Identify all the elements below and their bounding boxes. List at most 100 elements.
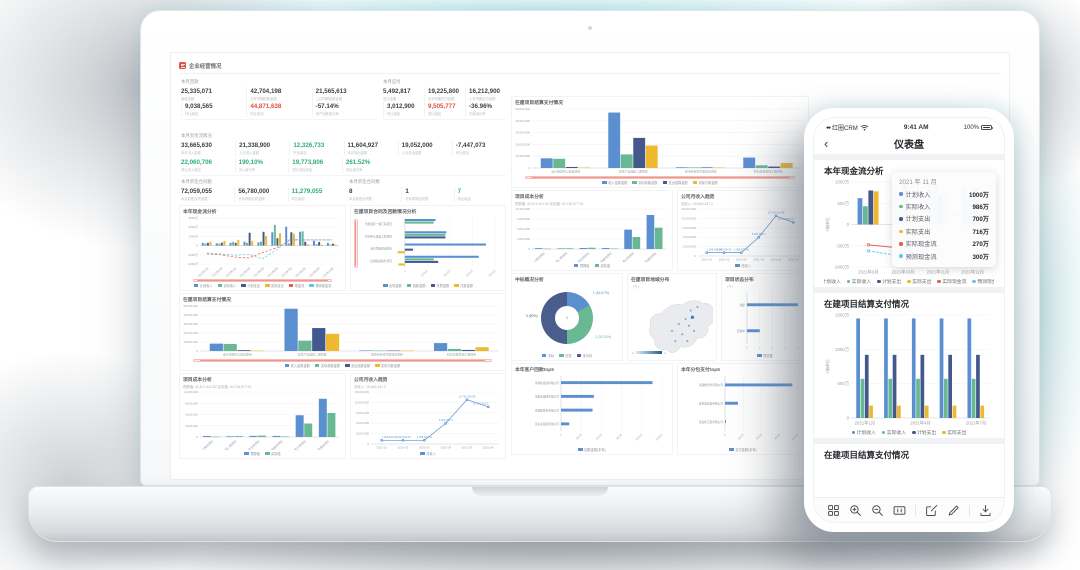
axis-label: 安置房建设项目	[639, 250, 657, 262]
chart-cashflow-analysis[interactable]: 本年现金流分析 3000万 2000万 1000万 0 -1000万 -2000万 2021年…	[179, 205, 346, 291]
legend-item[interactable]: 计划支出	[912, 429, 936, 436]
legend-item[interactable]: 回款金额	[406, 283, 426, 288]
bar	[237, 350, 251, 351]
legend-item[interactable]: 支出结算金额	[662, 180, 688, 185]
chart-region-map[interactable]: 在建项目地域分布 （个） 0 4	[627, 273, 717, 361]
legend-item[interactable]: 计划收入	[851, 429, 876, 436]
chart-canvas[interactable]: 12,000,000 9,000,000 6,000,000 3,000,000 0 研发…	[515, 206, 669, 270]
kpi-label: 去年同期回款金额	[250, 97, 277, 101]
back-button[interactable]: ‹	[824, 136, 829, 151]
kpi-label: 环比增加	[293, 151, 307, 155]
legend-item[interactable]: 预测现金流	[309, 283, 331, 288]
datazoom-slider[interactable]	[193, 278, 332, 282]
phone-chart-card[interactable]: 1500万 1000万 500万 0 2021年1月 2021年4月 2021年7月 Y轴单位…	[824, 312, 994, 436]
legend-item[interactable]: 在投	[559, 353, 572, 358]
chart-canvas[interactable]: 0 1 2 3 4 在建 结算中	[725, 289, 805, 352]
chart-canvas[interactable]: 15,000,000 12,000,000 9,000,000 6,000,000 3,…	[354, 389, 502, 450]
legend-item[interactable]: 付款金额	[454, 283, 473, 288]
edit-icon[interactable]	[947, 504, 960, 517]
legend-item[interactable]: 现金流	[288, 283, 304, 288]
legend-item[interactable]: 实际值	[265, 451, 281, 456]
legend-item[interactable]: 项目数	[757, 353, 773, 358]
legend-item[interactable]: 实际支出	[942, 429, 966, 436]
legend-item[interactable]: 预算值	[573, 263, 590, 268]
kpi-grid: 22,060,706 同比流入增加 190.10% 流入增长率 19,773,806 同比…	[181, 158, 396, 173]
chart-contract-payment-analysis[interactable]: 在建项目合同及回款情况分析 0 2000万 4000万 6000万 8000万 智慧园区一期…	[350, 205, 506, 291]
chart-subtitle: （个）	[631, 285, 642, 289]
datazoom-slider[interactable]	[193, 358, 492, 362]
legend-label: 支付金额(本年)	[735, 448, 757, 452]
legend-item[interactable]: 实际收入	[217, 283, 236, 288]
legend-item[interactable]: 实际付款金额	[375, 363, 400, 368]
series-dot-icon	[899, 217, 903, 221]
zoom-out-icon[interactable]	[871, 504, 884, 517]
axis-label: 设计研发中心建设项目	[223, 352, 252, 357]
chart-project-cost-left[interactable]: 项目成本分析 预算值: 41,671,441.52 实际值: 40,716,577…	[179, 373, 346, 459]
legend-item[interactable]: 收入结算金额	[602, 180, 627, 185]
legend-item[interactable]: 月收入	[735, 263, 751, 268]
icon-stroke	[827, 504, 833, 510]
legend-item[interactable]: 支付金额(本年)	[729, 447, 757, 452]
legend-item[interactable]: 实际支出	[265, 283, 284, 288]
chart-canvas[interactable]: 3000万 2000万 1000万 0 -1000万 -2000万 2021年1月 2021年…	[183, 215, 342, 280]
chart-canvas[interactable]: 50,000,000 40,000,000 30,000,000 20,000,000…	[183, 303, 502, 357]
chart-customer-top5[interactable]: 本年客户回款top5 0 300万 600万 900万 1200万 1500万 某科技发展有限…	[511, 363, 673, 455]
legend-label: 月收入	[426, 452, 436, 456]
legend-item[interactable]: 预测现金流	[972, 278, 994, 285]
kpi-cell: 22,060,706 同比流入增加	[181, 158, 235, 173]
bar	[447, 348, 462, 351]
download-icon[interactable]	[979, 504, 992, 517]
chart-project-status[interactable]: 项目状态分布 （个） 0 1 2 3 4 在建 结算中 项目数	[721, 273, 809, 361]
phone-settlement-chart[interactable]: 1500万 1000万 500万 0 2021年1月 2021年4月 2021年7月 Y轴单位…	[824, 312, 994, 436]
legend-item[interactable]: 实际收入	[846, 278, 871, 285]
legend-item[interactable]: 实际收入	[881, 429, 906, 436]
legend-item[interactable]: 开票金额	[430, 283, 449, 288]
chart-canvas[interactable]: 1500万 1000万 500万 0 2021年1月 2021年4月 2021年7月 Y轴单位	[824, 312, 994, 427]
legend-item[interactable]: 合同金额	[383, 283, 402, 288]
legend-item[interactable]: 计划收入	[193, 283, 213, 288]
legend-item[interactable]: 收入结算金额	[284, 363, 310, 368]
map-point	[670, 329, 674, 332]
datazoom-slider[interactable]	[525, 175, 795, 179]
legend-item[interactable]: 预算值	[244, 451, 260, 456]
legend-item[interactable]: 月收入	[420, 451, 436, 456]
chart-canvas[interactable]: 15,000,000 12,000,000 9,000,000 6,000,000 3,…	[681, 206, 805, 262]
chart-settlement-payment-left[interactable]: 在建项目结算支付情况 50,000,000 40,000,000 30,000,000…	[179, 293, 506, 371]
legend-item[interactable]: 实际支出	[907, 278, 931, 285]
legend-item[interactable]: 实际现金流	[937, 278, 966, 285]
chart-settlement-payment-mid[interactable]: 在建项目结算支付情况 50,000,000 40,000,000 30,000,000…	[511, 96, 809, 188]
kpi-value: 9,505,777	[428, 103, 456, 110]
zoom-in-icon[interactable]	[849, 504, 862, 517]
legend-label: 实际现金流	[942, 280, 967, 285]
chart-monthly-income-mid[interactable]: 公司月收入趋势 总收入: 15,843,437.2 15,000,000 12,000…	[677, 190, 809, 271]
chart-canvas[interactable]: 6 1 (16.67%) 2 (33.33%) 3 (50%)	[515, 283, 619, 352]
compose-icon[interactable]	[925, 504, 938, 517]
chart-monthly-income-left[interactable]: 公司月收入趋势 总收入: 15,843,437.2 15,000,000 12,000…	[350, 373, 506, 459]
chart-canvas[interactable]: 12,000,000 9,000,000 6,000,000 3,000,000 0 研发…	[183, 389, 342, 458]
legend-item[interactable]: 未中标	[576, 353, 592, 358]
legend-item[interactable]: 中标	[541, 353, 554, 358]
grid-icon[interactable]	[827, 504, 840, 517]
legend-item[interactable]: 支出结算金额	[345, 363, 370, 368]
chart-bid-overview-donut[interactable]: 中标概况分析 6 1 (16.67%) 2 (33.33%) 3 (50%) 中标 在投 未中…	[511, 273, 623, 361]
chart-canvas[interactable]: 0 2000万 4000万 6000万 8000万 智慧园区一期工程项目 科创中心建设工程项…	[354, 215, 502, 282]
legend-item[interactable]: 计划支出	[877, 278, 901, 285]
chart-canvas[interactable]: 50,000,000 40,000,000 30,000,000 20,000,000…	[515, 106, 805, 174]
chart-canvas[interactable]: 0 300万 600万 900万 1200万 某建筑劳务有限公司 某机电安装有限公司 某装饰工…	[681, 373, 805, 446]
legend-item[interactable]: 计划支出	[241, 283, 260, 288]
chart-canvas[interactable]: 0 300万 600万 900万 1200万 1500万 某科技发展有限公司 某置业集团有限公…	[515, 373, 669, 446]
chart-subcontract-top5[interactable]: 本年分包支付top5 0 300万 600万 900万 1200万 某建筑劳务有限公司 某机电…	[677, 363, 809, 455]
axis-label: 2021年10月	[892, 269, 915, 276]
legend-item[interactable]: 实际值	[594, 263, 610, 268]
one-to-one-icon[interactable]	[893, 504, 906, 517]
chart-project-cost-mid[interactable]: 项目成本分析 预算值: 41,671,441.52 实际值: 40,716,577…	[511, 190, 673, 271]
datazoom-slider[interactable]	[354, 219, 358, 268]
legend-item[interactable]: 实际收款金额	[632, 180, 658, 185]
legend-item[interactable]: 实际收款金额	[314, 363, 340, 368]
bar	[246, 242, 249, 246]
legend-item[interactable]: 计划收入	[824, 278, 841, 285]
legend-item[interactable]: 实际付款金额	[692, 180, 718, 185]
legend-item[interactable]: 回款金额(本年)	[578, 447, 606, 452]
axis-label: 0	[403, 268, 407, 272]
